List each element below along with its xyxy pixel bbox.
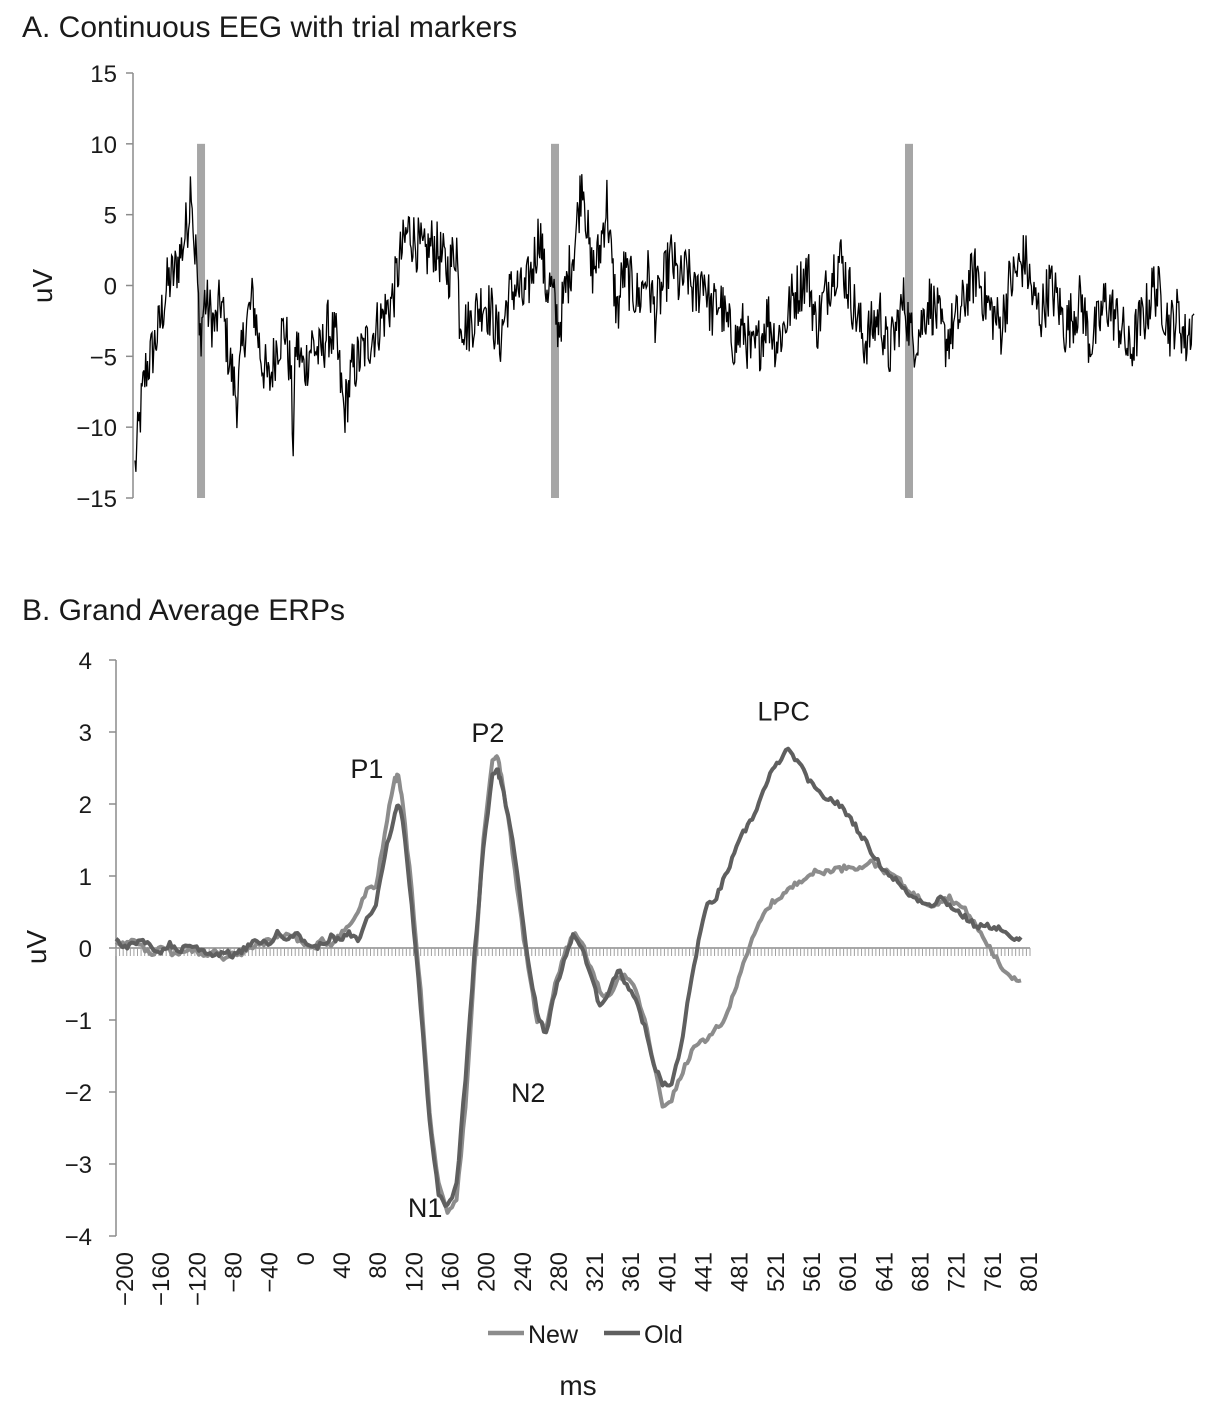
x-tick-label: 761 xyxy=(980,1252,1007,1292)
legend-item-old: Old xyxy=(604,1321,683,1349)
x-tick-label: 561 xyxy=(799,1252,826,1292)
x-tick-label: 0 xyxy=(293,1252,320,1265)
x-tick-label: 601 xyxy=(835,1252,862,1292)
x-tick-label: 120 xyxy=(401,1252,428,1292)
y-tick-label: −4 xyxy=(65,1224,92,1251)
component-annotations: P1 P2 LPC N2 N1 xyxy=(350,696,809,1223)
panel-a-title: A. Continuous EEG with trial markers xyxy=(22,11,517,44)
legend-label: Old xyxy=(644,1321,683,1349)
y-tick-label: 5 xyxy=(104,203,117,230)
x-tick-label: 801 xyxy=(1016,1252,1043,1292)
y-tick-label: −10 xyxy=(76,415,117,442)
panel-b-x-axis-label: ms xyxy=(559,1370,596,1401)
x-tick-label: 80 xyxy=(365,1252,392,1279)
x-tick-label: 200 xyxy=(474,1252,501,1292)
y-tick-label: 15 xyxy=(90,61,117,88)
y-tick-label: −5 xyxy=(90,344,117,371)
panel-a-y-axis: 15 10 5 0 −5 −10 −15 xyxy=(76,61,134,513)
x-tick-label: 441 xyxy=(691,1252,718,1292)
panel-b-x-axis: −200 −160 −120 −80 −40 0 40 80 120 160 200 240 280 32… xyxy=(112,947,1043,1306)
trial-markers xyxy=(197,143,913,499)
erp-series-group xyxy=(114,746,1023,1215)
y-tick-label: 4 xyxy=(79,648,92,675)
x-tick-label: 280 xyxy=(546,1252,573,1292)
annotation-lpc: LPC xyxy=(757,696,810,726)
panel-a-eeg-chart: A. Continuous EEG with trial markers uV … xyxy=(22,11,1195,513)
panel-a-y-axis-label: uV xyxy=(27,269,58,304)
trial-marker xyxy=(551,143,560,499)
legend-label: New xyxy=(528,1321,579,1349)
panel-b-y-axis: 4 3 2 1 0 −1 −2 −3 −4 xyxy=(65,648,117,1251)
annotation-p2: P2 xyxy=(471,718,504,748)
series-line-old xyxy=(114,746,1023,1208)
series-line-new xyxy=(114,754,1022,1215)
y-tick-label: 1 xyxy=(79,864,92,891)
y-tick-label: −2 xyxy=(65,1080,92,1107)
y-tick-label: −15 xyxy=(76,486,117,513)
y-tick-label: 3 xyxy=(79,720,92,747)
y-tick-label: 0 xyxy=(79,936,92,963)
y-tick-label: 0 xyxy=(104,274,117,301)
y-tick-label: −1 xyxy=(65,1008,92,1035)
legend-item-new: New xyxy=(488,1321,579,1349)
x-tick-label: −160 xyxy=(148,1252,175,1306)
trial-marker xyxy=(197,143,206,499)
x-tick-label: −200 xyxy=(112,1252,139,1306)
annotation-n1: N1 xyxy=(408,1193,443,1223)
y-tick-label: 2 xyxy=(79,792,92,819)
x-tick-label: 481 xyxy=(727,1252,754,1292)
x-tick-label: 641 xyxy=(871,1252,898,1292)
x-tick-label: −120 xyxy=(184,1252,211,1306)
x-tick-label: 521 xyxy=(763,1252,790,1292)
annotation-p1: P1 xyxy=(350,754,383,784)
eeg-trace-group xyxy=(134,174,1195,472)
y-tick-label: 10 xyxy=(90,132,117,159)
panel-b-title: B. Grand Average ERPs xyxy=(22,594,345,627)
x-tick-label: 40 xyxy=(329,1252,356,1279)
x-tick-label: 361 xyxy=(618,1252,645,1292)
x-tick-label: 160 xyxy=(437,1252,464,1292)
x-tick-label: 401 xyxy=(654,1252,681,1292)
eeg-trace xyxy=(134,174,1195,472)
y-tick-label: −3 xyxy=(65,1152,92,1179)
x-tick-label: −40 xyxy=(257,1252,284,1293)
legend: New Old xyxy=(488,1321,683,1349)
x-tick-label: 240 xyxy=(510,1252,537,1292)
x-tick-label: 321 xyxy=(582,1252,609,1292)
annotation-n2: N2 xyxy=(511,1078,546,1108)
x-tick-label: 721 xyxy=(944,1252,971,1292)
x-tick-label: 681 xyxy=(908,1252,935,1292)
x-tick-label: −80 xyxy=(220,1252,247,1293)
panel-b-y-axis-label: uV xyxy=(21,930,52,965)
